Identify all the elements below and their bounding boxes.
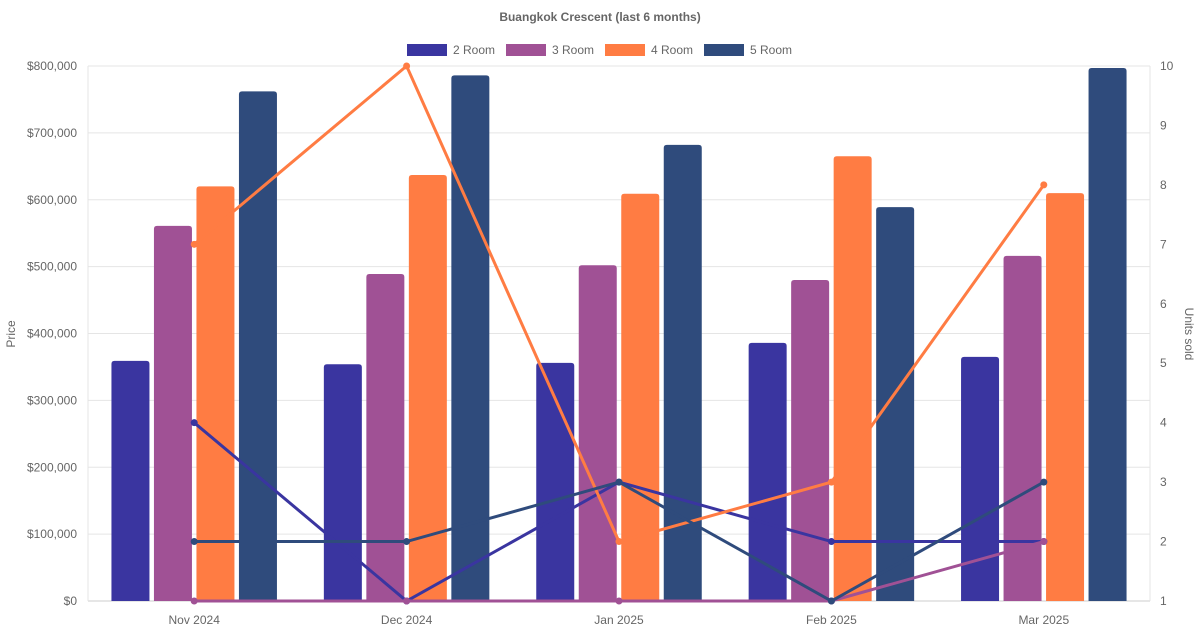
- units-point: [615, 597, 623, 605]
- units-point: [403, 597, 411, 605]
- y2-tick-label: 3: [1160, 475, 1167, 489]
- y-tick-label: $400,000: [27, 327, 77, 341]
- y-tick-label: $300,000: [27, 393, 77, 407]
- bar: [1003, 255, 1042, 602]
- bar: [833, 156, 872, 601]
- x-tick-label: Mar 2025: [1018, 613, 1069, 627]
- units-point: [1040, 478, 1048, 486]
- y-tick-label: $800,000: [27, 59, 77, 73]
- bar: [791, 280, 830, 601]
- units-line: [194, 540, 1045, 603]
- bar: [408, 175, 447, 601]
- chart-title: Buangkok Crescent (last 6 months): [499, 10, 700, 24]
- y2-tick-label: 10: [1160, 59, 1174, 73]
- bar: [366, 273, 405, 601]
- units-point: [190, 240, 198, 248]
- x-tick-label: Jan 2025: [594, 613, 644, 627]
- y2-tick-label: 9: [1160, 118, 1167, 132]
- bar: [1046, 193, 1085, 601]
- legend-swatch: [506, 44, 546, 56]
- units-point: [1040, 538, 1048, 546]
- y2-tick-label: 4: [1160, 416, 1167, 430]
- y-tick-label: $700,000: [27, 126, 77, 140]
- legend-swatch: [407, 44, 447, 56]
- y-axis-label: Price: [4, 320, 18, 348]
- y2-tick-label: 7: [1160, 237, 1167, 251]
- legend-label: 2 Room: [453, 43, 495, 57]
- y2-tick-label: 5: [1160, 356, 1167, 370]
- y2-tick-label: 8: [1160, 178, 1167, 192]
- y-tick-label: $0: [64, 594, 78, 608]
- units-point: [615, 538, 623, 546]
- bar: [238, 91, 277, 601]
- bar: [1088, 68, 1127, 602]
- units-line: [193, 63, 1046, 544]
- legend-swatch: [605, 44, 645, 56]
- bar: [578, 265, 617, 601]
- legend-label: 3 Room: [552, 43, 594, 57]
- units-point: [827, 478, 835, 486]
- bar: [663, 144, 702, 601]
- legend-label: 5 Room: [750, 43, 792, 57]
- bar: [961, 356, 1000, 601]
- units-point: [827, 538, 835, 546]
- bar: [153, 225, 192, 602]
- units-line: [193, 421, 1044, 603]
- units-point: [827, 597, 835, 605]
- units-point: [190, 597, 198, 605]
- units-point: [403, 62, 411, 70]
- units-point: [190, 419, 198, 427]
- bar: [748, 342, 787, 601]
- units-point: [1040, 181, 1048, 189]
- y2-tick-label: 6: [1160, 297, 1167, 311]
- bar: [323, 364, 362, 601]
- y2-tick-label: 1: [1160, 594, 1167, 608]
- y-tick-label: $500,000: [27, 260, 77, 274]
- bar: [876, 207, 915, 601]
- y2-axis-label: Units sold: [1182, 308, 1196, 361]
- units-point: [403, 538, 411, 546]
- y-tick-label: $200,000: [27, 460, 77, 474]
- units-point: [190, 538, 198, 546]
- units-point: [615, 478, 623, 486]
- x-tick-label: Nov 2024: [169, 613, 221, 627]
- bar: [196, 186, 235, 601]
- y-tick-label: $100,000: [27, 527, 77, 541]
- bar: [451, 75, 490, 602]
- legend-label: 4 Room: [651, 43, 693, 57]
- y-tick-label: $600,000: [27, 193, 77, 207]
- x-tick-label: Feb 2025: [806, 613, 857, 627]
- legend-swatch: [704, 44, 744, 56]
- bar: [111, 360, 150, 601]
- y2-tick-label: 2: [1160, 535, 1167, 549]
- x-tick-label: Dec 2024: [381, 613, 433, 627]
